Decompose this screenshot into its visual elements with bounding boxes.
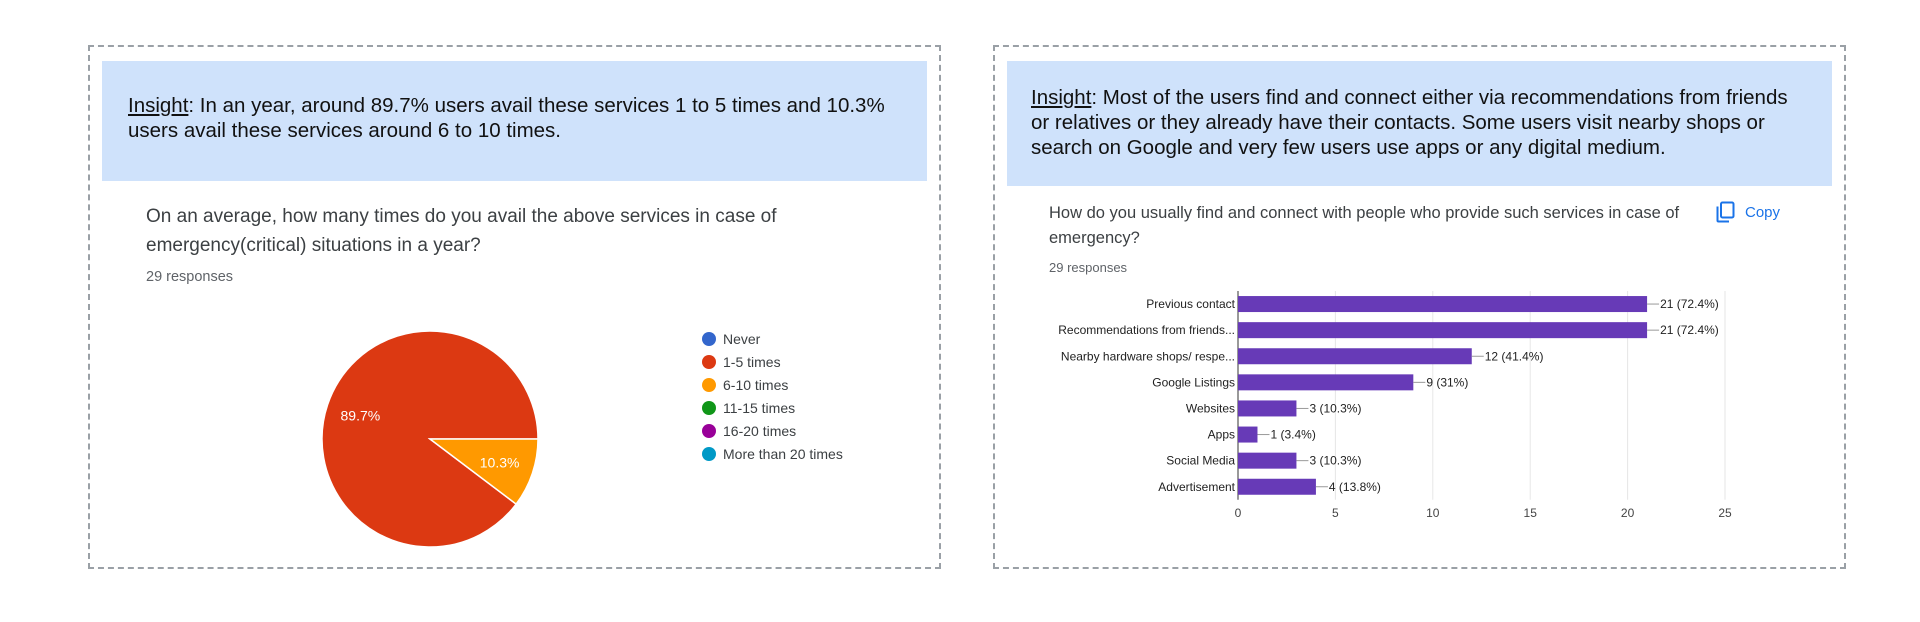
bar — [1238, 322, 1648, 339]
bar — [1238, 400, 1297, 417]
category-label: Previous contact — [1146, 297, 1235, 311]
legend-label: 6-10 times — [723, 376, 789, 393]
pie-legend: Never 1-5 times 6-10 times 11-15 times 16-20… — [702, 327, 843, 465]
response-count: 29 responses — [146, 269, 234, 285]
response-count: 29 responses — [1049, 260, 1128, 275]
left-card: Insight: In an year, around 89.7% users … — [88, 45, 941, 569]
data-label: 21 (72.4%) — [1660, 323, 1719, 337]
legend-swatch — [702, 331, 716, 346]
data-label: 12 (41.4%) — [1485, 349, 1544, 363]
insight-box: Insight: Most of the users find and conn… — [1007, 61, 1832, 186]
legend-swatch — [702, 423, 716, 438]
copy-icon — [1716, 201, 1735, 223]
insight-label: Insight — [1031, 86, 1092, 109]
x-tick-label: 25 — [1718, 506, 1732, 520]
legend-swatch — [702, 377, 716, 392]
category-label: Social Media — [1166, 454, 1235, 468]
insight-text: : Most of the users find and connect eit… — [1031, 86, 1788, 159]
pie-slice-label: 10.3% — [480, 454, 520, 470]
data-label: 3 (10.3%) — [1309, 454, 1361, 468]
question-title: On an average, how many times do you ava… — [146, 206, 777, 256]
bar — [1238, 374, 1414, 391]
insight-box: Insight: In an year, around 89.7% users … — [102, 61, 927, 181]
insight-label: Insight — [128, 94, 189, 117]
legend-item: More than 20 times — [702, 442, 843, 465]
copy-button[interactable]: Copy — [1715, 199, 1795, 225]
x-tick-label: 20 — [1621, 506, 1635, 520]
legend-item: 1-5 times — [702, 350, 843, 373]
data-label: 3 (10.3%) — [1309, 401, 1361, 415]
question-title: How do you usually find and connect with… — [1049, 204, 1680, 247]
legend-label: 1-5 times — [723, 353, 781, 370]
legend-swatch — [702, 354, 716, 369]
bar — [1238, 452, 1297, 469]
legend-swatch — [702, 446, 716, 461]
copy-label: Copy — [1745, 203, 1781, 221]
legend-item: 11-15 times — [702, 396, 843, 419]
category-label: Google Listings — [1152, 375, 1235, 389]
pie-slice-label: 89.7% — [341, 408, 381, 424]
legend-swatch — [702, 400, 716, 415]
insight-text: : In an year, around 89.7% users avail t… — [128, 94, 885, 142]
x-tick-label: 5 — [1332, 506, 1339, 520]
data-label: 1 (3.4%) — [1270, 428, 1315, 442]
category-label: Nearby hardware shops/ respe... — [1061, 349, 1235, 363]
legend-label: More than 20 times — [723, 445, 843, 462]
category-label: Recommendations from friends... — [1058, 323, 1235, 337]
legend-item: 16-20 times — [702, 419, 843, 442]
legend-label: 11-15 times — [723, 399, 796, 416]
x-tick-label: 15 — [1524, 506, 1538, 520]
legend-item: Never — [702, 327, 843, 350]
data-label: 21 (72.4%) — [1660, 297, 1719, 311]
bar-chart: 0 5 10 15 20 25 Previous contact 21 (72.4%) Reco… — [1058, 291, 1732, 520]
category-label: Advertisement — [1158, 480, 1235, 494]
right-card: Insight: Most of the users find and conn… — [993, 45, 1846, 569]
legend-label: Never — [723, 330, 761, 347]
x-tick-label: 0 — [1235, 506, 1242, 520]
pie-chart: 89.7% 10.3% — [321, 330, 539, 548]
legend-item: 6-10 times — [702, 373, 843, 396]
legend-label: 16-20 times — [723, 422, 797, 439]
x-tick-label: 10 — [1426, 506, 1440, 520]
bar — [1238, 478, 1316, 495]
category-label: Apps — [1208, 428, 1235, 442]
bar — [1238, 296, 1648, 313]
data-label: 4 (13.8%) — [1329, 480, 1381, 494]
pie-slice — [427, 438, 539, 506]
bar — [1238, 348, 1472, 365]
category-label: Websites — [1186, 401, 1235, 415]
data-label: 9 (31%) — [1426, 375, 1468, 389]
bar — [1238, 426, 1258, 443]
